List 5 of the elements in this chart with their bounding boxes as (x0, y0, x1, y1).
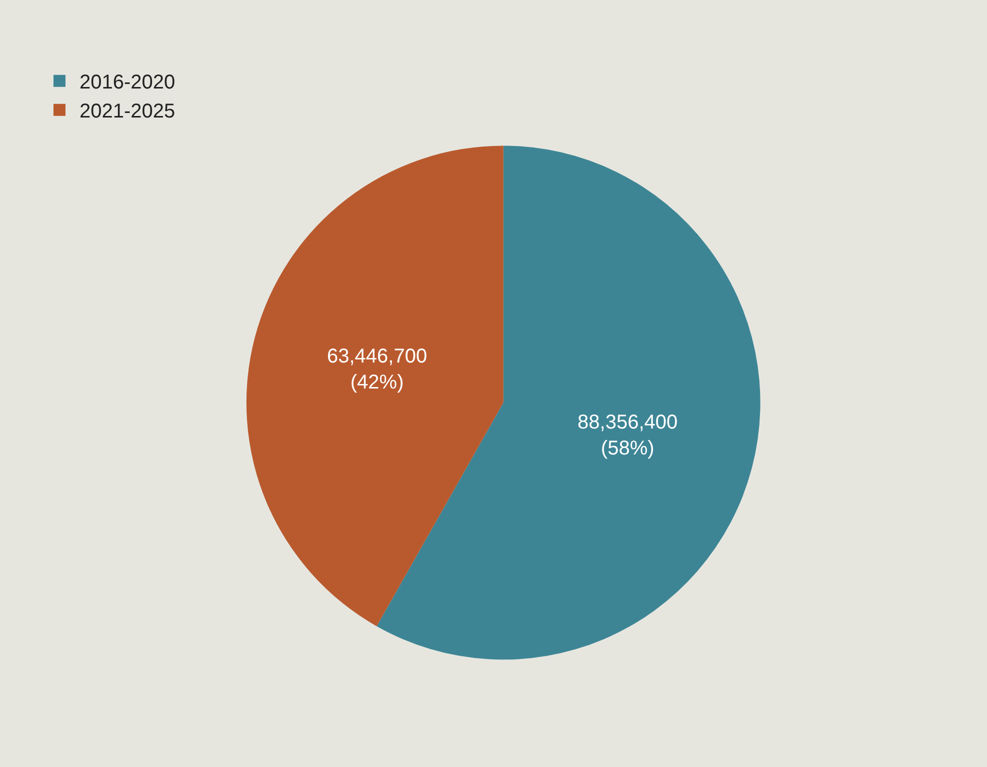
data-label: 88,356,400 (58%) (578, 411, 678, 460)
data-label: 63,446,700 (42%) (327, 345, 428, 394)
pie-slice (246, 146, 504, 626)
legend-label: 2016-2020 (79, 72, 176, 94)
legend-label: 2021-2025 (79, 100, 176, 123)
